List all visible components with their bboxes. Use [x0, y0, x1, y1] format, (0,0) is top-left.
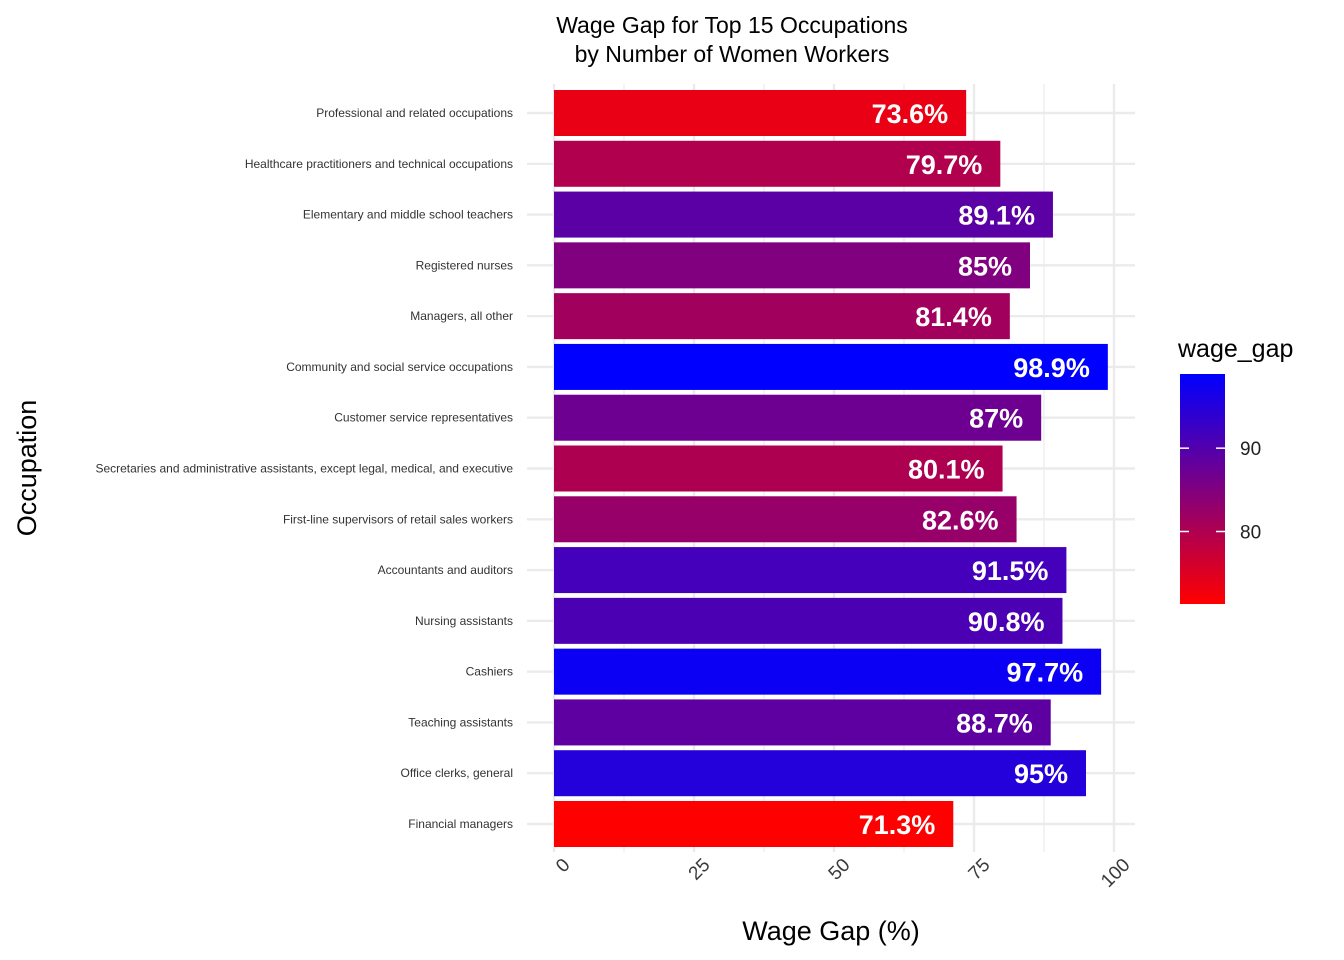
category-label: Community and social service occupations: [286, 360, 513, 374]
bar: [554, 445, 1003, 492]
chart-title-line-1: Wage Gap for Top 15 Occupations: [556, 12, 908, 38]
bar-data-label: 90.8%: [968, 607, 1045, 637]
bars: [554, 90, 1108, 847]
legend-ticks: 80 90: [1180, 439, 1261, 544]
bar: [554, 648, 1102, 695]
bar-data-label: 73.6%: [872, 99, 949, 129]
x-axis-title: Wage Gap (%): [742, 916, 920, 946]
x-tick-label: 75: [965, 855, 995, 885]
bar-data-labels: 73.6% 79.7% 89.1% 85% 81.4% 98.9% 87% 80.1% 82.6…: [859, 99, 1090, 840]
y-axis-category-labels: Professional and related occupations Heal…: [95, 106, 513, 831]
bar: [554, 140, 1001, 187]
bar: [554, 293, 1010, 340]
bar: [554, 343, 1108, 390]
category-label: Cashiers: [466, 665, 513, 679]
bar: [554, 90, 967, 136]
y-axis-title: Occupation: [12, 400, 42, 537]
bar: [554, 750, 1086, 797]
bar-data-label: 85%: [958, 251, 1012, 281]
category-label: Professional and related occupations: [316, 106, 513, 120]
bar: [554, 699, 1051, 746]
category-label: Nursing assistants: [415, 614, 513, 628]
bar: [554, 242, 1030, 289]
color-legend: wage_gap 80 90: [1177, 335, 1293, 604]
chart-title: Wage Gap for Top 15 Occupations by Numbe…: [556, 12, 908, 67]
category-label: Managers, all other: [410, 309, 513, 323]
category-label: Customer service representatives: [334, 411, 513, 425]
category-label: Office clerks, general: [401, 766, 514, 780]
legend-title: wage_gap: [1177, 335, 1293, 363]
category-label: Teaching assistants: [408, 715, 513, 729]
chart-title-line-2: by Number of Women Workers: [575, 41, 890, 67]
legend-tick-label: 90: [1240, 439, 1261, 460]
bar-data-label: 98.9%: [1013, 353, 1090, 383]
category-label: Financial managers: [408, 817, 513, 831]
bar-data-label: 91.5%: [972, 556, 1049, 586]
x-axis-tick-labels: 0 25 50 75 100: [552, 855, 1134, 892]
bar: [554, 191, 1053, 238]
category-label: Healthcare practitioners and technical o…: [245, 157, 513, 171]
bar-data-label: 81.4%: [915, 302, 992, 332]
bar-data-label: 87%: [969, 404, 1023, 434]
bar-data-label: 95%: [1014, 759, 1068, 789]
category-label: Secretaries and administrative assistant…: [95, 462, 513, 476]
bar-data-label: 79.7%: [906, 150, 983, 180]
x-tick-label: 0: [552, 855, 574, 877]
bar-data-label: 71.3%: [859, 810, 936, 840]
bar-data-label: 80.1%: [908, 455, 985, 485]
bar-data-label: 82.6%: [922, 505, 999, 535]
legend-tick-label: 80: [1240, 523, 1261, 544]
bar: [554, 801, 954, 847]
bar: [554, 496, 1017, 543]
legend-gradient-bar: [1180, 374, 1225, 604]
category-label: Elementary and middle school teachers: [303, 208, 513, 222]
category-label: Accountants and auditors: [378, 563, 513, 577]
x-tick-label: 50: [825, 855, 855, 885]
bar-data-label: 88.7%: [956, 708, 1033, 738]
category-label: First-line supervisors of retail sales w…: [283, 512, 513, 526]
x-tick-label: 25: [685, 855, 715, 885]
bar: [554, 547, 1067, 594]
bar: [554, 597, 1063, 644]
bar-data-label: 89.1%: [958, 201, 1035, 231]
bar: [554, 394, 1042, 441]
x-tick-label: 100: [1097, 855, 1134, 892]
bar-data-label: 97.7%: [1007, 658, 1084, 688]
category-label: Registered nurses: [416, 258, 513, 272]
